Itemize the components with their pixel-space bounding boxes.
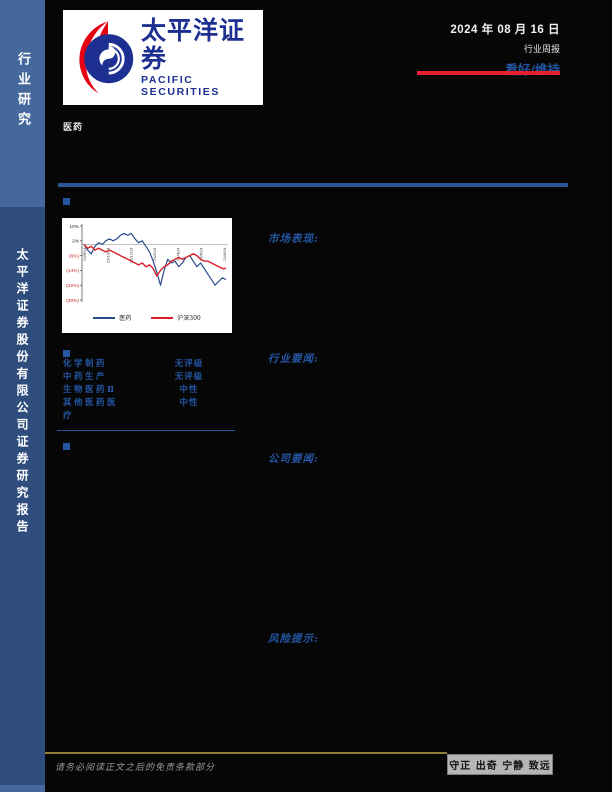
svg-text:(30%): (30%) (66, 298, 79, 304)
sidebar-top-block (0, 0, 45, 207)
report-date: 2024 年 08 月 16 日 (450, 24, 560, 36)
table-underline (57, 430, 235, 431)
svg-text:23/8/14: 23/8/14 (82, 247, 87, 261)
industry-name: 医药 (63, 122, 84, 132)
sidebar-label-company: 太平洋证券股份有限公司证券研究报告 (15, 248, 29, 537)
logo-name-cn: 太平洋证券 (141, 16, 246, 73)
pacific-securities-logo-icon (79, 20, 134, 93)
svg-text:24/6/14: 24/6/14 (199, 247, 204, 261)
subindustry-rating: 无评级 (174, 359, 204, 369)
svg-text:24/2/14: 24/2/14 (152, 247, 157, 261)
svg-text:10%: 10% (69, 224, 79, 230)
svg-text:23/10/14: 23/10/14 (105, 247, 110, 263)
subindustry-name: 化学制药 (63, 359, 108, 369)
sidebar-bottom-strip (0, 785, 45, 792)
company-motto-box: 守正 出奇 宁静 致远 (447, 754, 553, 775)
svg-text:24/8/14: 24/8/14 (222, 247, 227, 261)
subindustry-rating: 无评级 (174, 372, 204, 382)
footer-divider-line (45, 752, 447, 754)
section-title-company-news: 公司要闻: (268, 453, 319, 465)
logo-name-en: PACIFIC SECURITIES (141, 74, 221, 98)
table-row: 化学制药 无评级 (63, 358, 243, 371)
table-row: 其他医药医疗 中性 (63, 397, 243, 423)
table-row: 生物医药Ⅱ 中性 (63, 384, 243, 397)
svg-text:(22%): (22%) (66, 283, 79, 289)
performance-chart-plot: 10% 2% (6%) (14%) (22%) (30%) 23/8/14 23/10/14 2… (66, 224, 228, 304)
svg-text:2%: 2% (72, 239, 80, 245)
legend-label: 医药 (119, 315, 132, 322)
svg-text:23/12/14: 23/12/14 (129, 247, 134, 263)
footer-disclaimer: 请务必阅读正文之后的免责条款部分 (55, 763, 216, 773)
legend-item-hs300: 沪深300 (151, 313, 201, 322)
sidebar: 行业研究 太平洋证券股份有限公司证券研究报告 (0, 0, 45, 792)
subindustry-ratings-table: 化学制药 无评级 中药生产 无评级 生物医药Ⅱ 中性 其他医药医疗 中性 (63, 358, 243, 423)
svg-text:24/4/14: 24/4/14 (175, 247, 180, 261)
report-type: 行业周报 (523, 44, 560, 54)
legend-label: 沪深300 (177, 315, 201, 322)
subindustry-name: 其他医药医疗 (63, 398, 119, 421)
section-title-industry-news: 行业要闻: (268, 353, 319, 365)
legend-item-yiyao: 医药 (93, 313, 131, 322)
legend-swatch-blue (93, 316, 116, 319)
section-title-risk: 风险提示: (268, 633, 319, 645)
svg-text:(6%): (6%) (69, 253, 80, 259)
report-meta: 2024 年 08 月 16 日 行业周报 看好/维持 (330, 21, 560, 78)
section-title-market: 市场表现: (268, 233, 319, 245)
section-bullet-icon (63, 443, 70, 450)
table-row: 中药生产 无评级 (63, 371, 243, 384)
legend-swatch-red (151, 316, 174, 319)
chart-legend: 医药 沪深300 (62, 313, 232, 322)
subindustry-rating: 中性 (179, 398, 199, 408)
rating-underline-bar (417, 71, 560, 75)
performance-chart: 10% 2% (6%) (14%) (22%) (30%) 23/8/14 23/10/14 2… (62, 218, 232, 333)
subindustry-name: 生物医药Ⅱ (63, 385, 117, 395)
header-divider-bar (58, 183, 568, 187)
svg-text:(14%): (14%) (66, 268, 79, 274)
company-logo: 太平洋证券 PACIFIC SECURITIES (63, 10, 263, 105)
sidebar-label-industry-research: 行业研究 (15, 52, 30, 132)
section-bullet-icon (63, 350, 70, 357)
logo-text: 太平洋证券 PACIFIC SECURITIES (141, 17, 257, 98)
subindustry-rating: 中性 (179, 385, 199, 395)
section-bullet-icon (63, 198, 70, 205)
subindustry-name: 中药生产 (63, 372, 108, 382)
industry-rating: 看好/维持 (505, 62, 560, 77)
